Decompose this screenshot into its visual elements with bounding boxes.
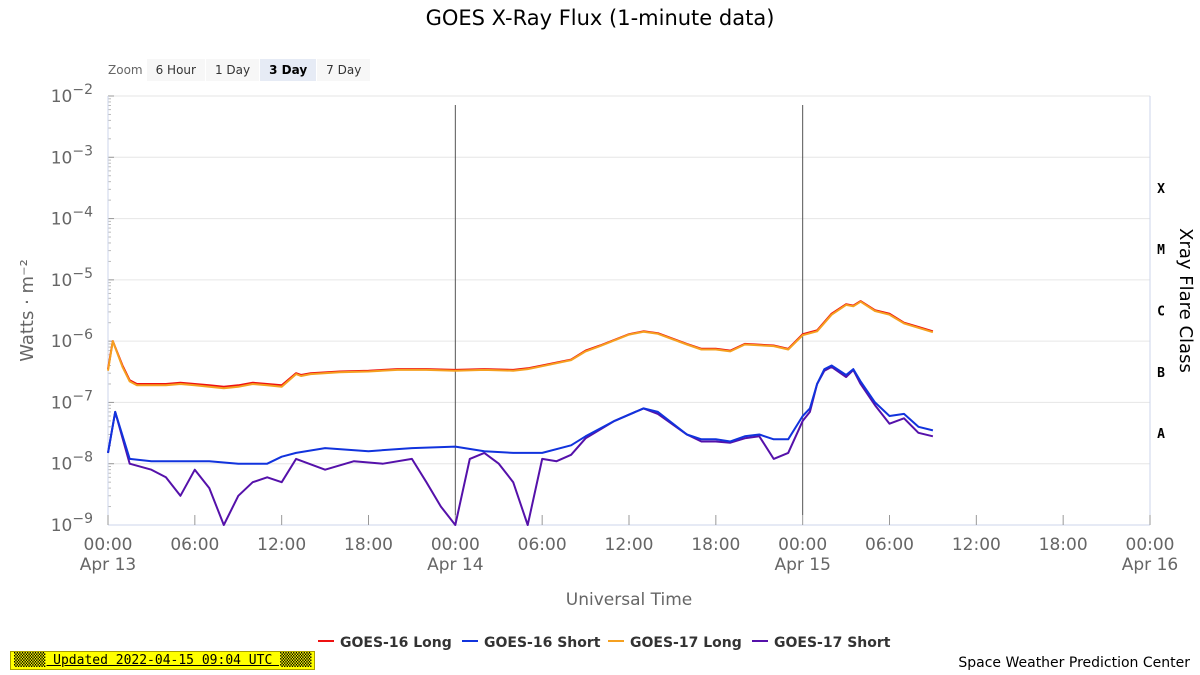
x-tick-label: 00:00 [778, 535, 827, 555]
series-line-goes-16-short [107, 364, 934, 465]
zoom-1-day-button[interactable]: 1 Day [205, 59, 260, 81]
zoom-7-day-button[interactable]: 7 Day [317, 59, 371, 81]
legend-item[interactable]: GOES-16 Long [318, 635, 452, 651]
x-axis-title: Universal Time [566, 590, 692, 610]
x-tick-label: 18:00 [344, 535, 393, 555]
legend-item[interactable]: GOES-16 Short [462, 635, 601, 651]
x-tick-date-label: Apr 13 [80, 555, 136, 575]
y-tick-label: 10−4 [51, 205, 93, 230]
x-tick-label: 06:00 [865, 535, 914, 555]
series-line-goes-16-long [107, 300, 934, 388]
y2-axis-title: Xray Flare Class [1175, 228, 1196, 373]
legend-item[interactable]: GOES-17 Short [752, 635, 891, 651]
y-tick-label: 10−5 [51, 266, 93, 291]
flare-class-label: B [1157, 366, 1165, 381]
zoom-selector: Zoom 6 Hour 1 Day 3 Day 7 Day [108, 58, 371, 82]
x-tick-label: 06:00 [170, 535, 219, 555]
x-tick-label: 00:00 [431, 535, 480, 555]
x-tick-label: 18:00 [691, 535, 740, 555]
x-tick-label: 00:00 [84, 535, 133, 555]
credit-text: Space Weather Prediction Center [958, 655, 1190, 671]
x-tick-date-label: Apr 16 [1122, 555, 1178, 575]
y-tick-label: 10−7 [51, 388, 93, 413]
legend-item[interactable]: GOES-17 Long [608, 635, 742, 651]
chart-title: GOES X-Ray Flux (1-minute data) [425, 6, 775, 30]
zoom-6-hour-button[interactable]: 6 Hour [146, 59, 205, 81]
x-tick-label: 06:00 [518, 535, 567, 555]
x-tick-label: 12:00 [257, 535, 306, 555]
x-tick-label: 12:00 [952, 535, 1001, 555]
series-line-goes-17-short [107, 365, 934, 526]
legend-label: GOES-16 Long [340, 635, 452, 651]
y-tick-label: 10−6 [51, 327, 93, 352]
flare-class-label: M [1157, 243, 1165, 258]
flare-class-label: X [1157, 182, 1165, 197]
updated-timestamp-banner: ▒▒▒▒ Updated 2022-04-15 09:04 UTC ▒▒▒▒ [10, 651, 316, 670]
x-tick-label: 12:00 [605, 535, 654, 555]
y-tick-label: 10−9 [51, 511, 93, 536]
y-axis-title: Watts · m⁻² [17, 259, 38, 362]
x-tick-label: 18:00 [1039, 535, 1088, 555]
series-line-goes-17-long [107, 300, 934, 390]
legend-label: GOES-17 Long [630, 635, 742, 651]
x-tick-label: 00:00 [1126, 535, 1175, 555]
flare-class-label: A [1157, 427, 1165, 442]
flare-class-label: C [1157, 305, 1165, 320]
legend-label: GOES-17 Short [774, 635, 891, 651]
x-tick-date-label: Apr 14 [427, 555, 483, 575]
y-tick-label: 10−8 [51, 450, 93, 475]
legend-label: GOES-16 Short [484, 635, 601, 651]
y-tick-label: 10−3 [51, 143, 93, 168]
zoom-3-day-button[interactable]: 3 Day [260, 59, 317, 81]
zoom-label: Zoom [108, 63, 143, 77]
x-tick-date-label: Apr 15 [774, 555, 830, 575]
y-tick-label: 10−2 [51, 82, 93, 107]
